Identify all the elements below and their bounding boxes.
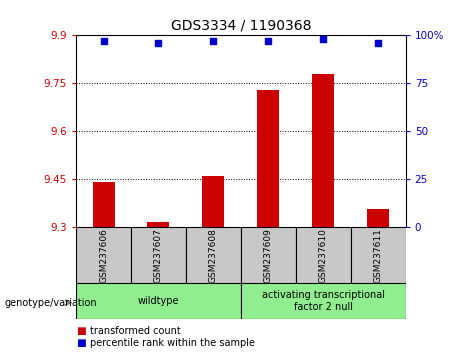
Bar	[131, 227, 186, 283]
Point	[265, 38, 272, 44]
Bar	[148, 222, 170, 227]
Text: GSM237606: GSM237606	[99, 228, 108, 283]
Text: wildtype: wildtype	[138, 296, 179, 306]
Text: transformed count: transformed count	[90, 326, 181, 336]
Point	[319, 36, 327, 42]
Bar	[202, 176, 225, 227]
Bar	[93, 182, 114, 227]
Text: GSM237609: GSM237609	[264, 228, 273, 283]
Text: GSM237611: GSM237611	[374, 228, 383, 283]
Bar	[367, 209, 389, 227]
Bar	[241, 227, 296, 283]
Point	[210, 38, 217, 44]
Bar	[312, 74, 334, 227]
Bar	[241, 283, 406, 319]
Title: GDS3334 / 1190368: GDS3334 / 1190368	[171, 19, 311, 33]
Text: genotype/variation: genotype/variation	[5, 298, 97, 308]
Bar	[76, 227, 131, 283]
Text: GSM237607: GSM237607	[154, 228, 163, 283]
Text: ■: ■	[76, 338, 86, 348]
Point	[100, 38, 107, 44]
Text: GSM237610: GSM237610	[319, 228, 328, 283]
Text: percentile rank within the sample: percentile rank within the sample	[90, 338, 255, 348]
Bar	[186, 227, 241, 283]
Text: activating transcriptional
factor 2 null: activating transcriptional factor 2 null	[262, 290, 385, 312]
Point	[155, 40, 162, 46]
Point	[374, 40, 382, 46]
Bar	[351, 227, 406, 283]
Text: ■: ■	[76, 326, 86, 336]
Bar	[296, 227, 351, 283]
Bar	[76, 283, 241, 319]
Bar	[257, 90, 279, 227]
Text: GSM237608: GSM237608	[209, 228, 218, 283]
